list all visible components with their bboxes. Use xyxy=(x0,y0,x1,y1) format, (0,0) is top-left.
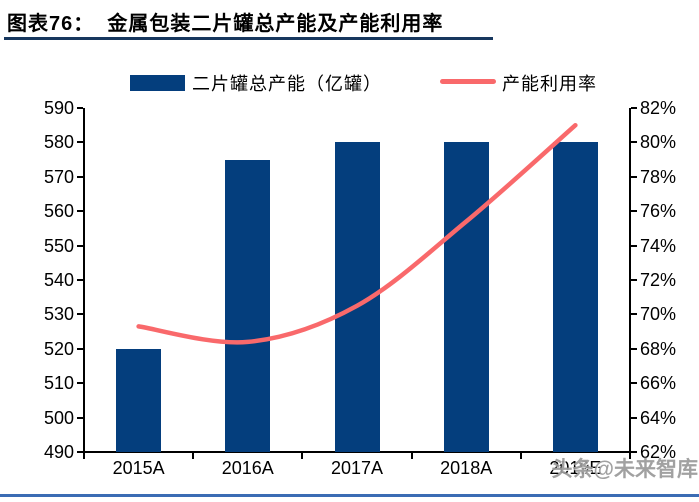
y-axis-left-tick xyxy=(77,141,83,144)
capacity-bar xyxy=(116,348,162,452)
y-axis-left-tick xyxy=(77,107,83,109)
legend-bar-swatch xyxy=(130,75,185,91)
capacity-bar xyxy=(225,159,271,452)
x-axis-tick xyxy=(192,453,195,459)
y-axis-right-label: 80% xyxy=(640,132,677,153)
y-axis-left-label: 520 xyxy=(43,338,74,359)
bottom-divider xyxy=(0,494,699,497)
figure-title: 图表76： 金属包装二片罐总产能及产能利用率 xyxy=(7,13,444,35)
y-axis-left-tick xyxy=(77,416,83,419)
capacity-bar xyxy=(334,142,380,452)
y-axis-right-tick xyxy=(631,347,637,350)
y-axis-right-label: 62% xyxy=(640,442,677,462)
y-axis-left-label: 590 xyxy=(43,98,74,118)
y-axis-right-tick xyxy=(631,107,637,109)
legend-line-label: 产能利用率 xyxy=(502,74,597,94)
y-axis-left-label: 580 xyxy=(43,132,74,153)
capacity-bar xyxy=(552,142,598,452)
y-axis-right-line xyxy=(629,108,631,452)
y-axis-left-label: 500 xyxy=(43,407,74,428)
y-axis-right-label: 72% xyxy=(640,270,677,290)
y-axis-right-tick xyxy=(631,175,637,178)
y-axis-left-line xyxy=(83,108,85,452)
y-axis-right-label: 68% xyxy=(640,338,677,359)
y-axis-left-label: 560 xyxy=(43,201,74,222)
y-axis-right-label: 64% xyxy=(640,407,677,428)
y-axis-left-tick xyxy=(77,210,83,213)
y-axis-right-tick xyxy=(631,279,637,281)
category-label: 2018A xyxy=(440,458,493,478)
x-axis-tick xyxy=(519,453,522,459)
y-axis-left-label: 540 xyxy=(43,270,74,290)
y-axis-right-label: 78% xyxy=(640,166,677,187)
y-axis-right-label: 74% xyxy=(640,235,677,256)
x-axis-tick xyxy=(629,453,631,459)
y-axis-left-tick xyxy=(77,279,83,281)
y-axis-left-tick xyxy=(77,451,83,453)
x-axis-tick xyxy=(410,453,413,459)
y-axis-right-tick xyxy=(631,141,637,144)
y-axis-right-tick xyxy=(631,451,637,453)
legend-bar-label: 二片罐总产能（亿罐） xyxy=(192,74,382,94)
y-axis-left-tick xyxy=(77,382,83,385)
y-axis-right-tick xyxy=(631,244,637,247)
y-axis-left-label: 490 xyxy=(43,442,74,462)
x-axis-line xyxy=(83,451,631,453)
y-axis-right-label: 76% xyxy=(640,201,677,222)
watermark-text: 头条@未来智库 xyxy=(551,458,698,481)
y-axis-left-tick xyxy=(77,244,83,247)
category-label: 2019E xyxy=(549,458,602,478)
y-axis-right-tick xyxy=(631,313,637,316)
capacity-bar xyxy=(443,142,489,452)
y-axis-left-tick xyxy=(77,175,83,178)
x-axis-tick xyxy=(83,453,85,459)
y-axis-left-tick xyxy=(77,347,83,350)
y-axis-right-label: 82% xyxy=(640,98,677,118)
y-axis-right-label: 66% xyxy=(640,373,677,394)
y-axis-left-label: 530 xyxy=(43,304,74,325)
category-label: 2017A xyxy=(330,458,384,478)
y-axis-left-label: 510 xyxy=(43,373,74,394)
x-axis-tick xyxy=(301,453,304,459)
category-label: 2016A xyxy=(221,458,274,478)
title-underline xyxy=(4,37,493,40)
y-axis-left-label: 570 xyxy=(43,166,74,187)
category-label: 2015A xyxy=(112,458,165,478)
y-axis-left-label: 550 xyxy=(43,235,74,256)
y-axis-right-tick xyxy=(631,416,637,419)
y-axis-left-tick xyxy=(77,313,83,316)
y-axis-right-label: 70% xyxy=(640,304,677,325)
legend-line-swatch xyxy=(440,79,496,84)
y-axis-right-tick xyxy=(631,210,637,213)
y-axis-right-tick xyxy=(631,382,637,385)
